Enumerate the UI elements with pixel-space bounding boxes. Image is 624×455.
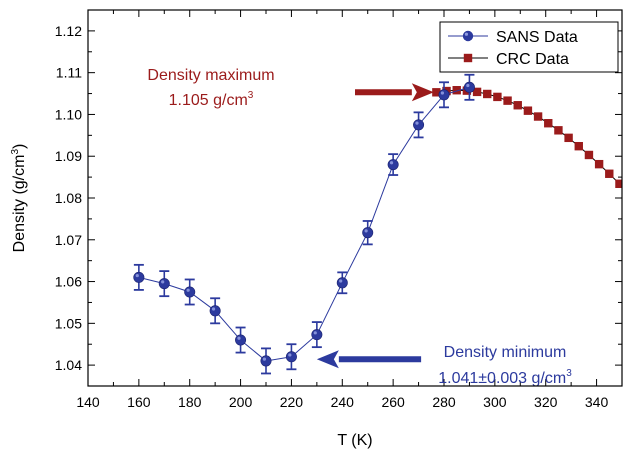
legend-box xyxy=(439,21,619,73)
point-highlight xyxy=(364,229,368,233)
y-tick-label: 1.05 xyxy=(55,315,82,331)
annotation-min: Density minimum 1.041±0.003 g/cm3 xyxy=(316,344,572,387)
annotation-max: Density maximum 1.105 g/cm3 xyxy=(147,67,434,109)
data-point xyxy=(413,119,425,131)
data-point xyxy=(574,141,583,151)
x-tick-label: 200 xyxy=(229,394,253,410)
annotation-value: 1.041±0.003 g/cm3 xyxy=(438,368,572,387)
data-point xyxy=(432,88,441,97)
point-highlight xyxy=(466,83,470,88)
data-point xyxy=(493,92,502,102)
data-point xyxy=(209,305,221,317)
point-highlight xyxy=(415,121,419,125)
x-tick-label: 340 xyxy=(585,394,609,410)
x-axis-label: T (K) xyxy=(337,432,372,449)
point-highlight xyxy=(211,307,216,311)
point-highlight xyxy=(288,353,292,357)
crc-data-series xyxy=(432,86,622,188)
legend-marker xyxy=(463,53,473,63)
data-point xyxy=(285,351,297,363)
y-tick-label: 1.06 xyxy=(55,274,82,290)
point-highlight xyxy=(237,336,241,340)
data-point xyxy=(387,159,399,171)
x-tick-label: 180 xyxy=(178,394,202,410)
data-point xyxy=(615,179,622,188)
annotation-title: Density minimum xyxy=(444,344,567,361)
data-point xyxy=(184,286,196,298)
annotation-arrow-head xyxy=(316,350,339,369)
plot-frame xyxy=(87,9,623,387)
data-point xyxy=(472,87,482,97)
legend-label: CRC Data xyxy=(496,51,569,68)
legend-entry: SANS Data xyxy=(448,29,578,46)
point-highlight xyxy=(440,91,444,95)
data-point xyxy=(463,81,475,93)
ticks-layer: 140 160 180 200 220 240 260 280 300 320 340 1.04 1.0… xyxy=(55,10,622,410)
legend-entry: CRC Data xyxy=(448,51,569,68)
data-point xyxy=(311,329,323,341)
legend-marker-highlight xyxy=(464,32,468,36)
point-highlight xyxy=(262,357,266,361)
point-highlight xyxy=(186,288,190,292)
x-tick-label: 300 xyxy=(483,394,507,410)
data-point xyxy=(554,126,563,135)
data-point xyxy=(503,96,512,105)
y-tick-label: 1.11 xyxy=(56,65,82,81)
data-point xyxy=(362,227,374,239)
annotation-layer: Density maximum 1.105 g/cm3 Density minimu… xyxy=(147,67,572,387)
y-axis-label: Density (g/cm3) xyxy=(10,144,28,253)
annotation-title: Density maximum xyxy=(147,67,274,84)
data-point xyxy=(605,169,614,178)
x-tick-label: 280 xyxy=(432,394,456,410)
data-point xyxy=(564,133,573,143)
y-tick-label: 1.12 xyxy=(55,23,82,39)
point-highlight xyxy=(135,273,139,278)
data-point xyxy=(483,89,492,99)
point-highlight xyxy=(161,280,165,284)
data-point xyxy=(133,271,145,283)
sans-data-series xyxy=(133,73,475,375)
x-tick-label: 320 xyxy=(534,394,558,410)
data-point xyxy=(544,119,553,128)
legend-marker xyxy=(462,30,474,42)
legend-label: SANS Data xyxy=(496,29,578,46)
y-tick-label: 1.09 xyxy=(55,148,82,164)
data-point xyxy=(452,86,461,95)
point-highlight xyxy=(389,161,394,165)
data-point xyxy=(533,112,543,121)
x-tick-label: 140 xyxy=(76,394,100,410)
data-point xyxy=(513,101,522,110)
x-tick-label: 260 xyxy=(381,394,405,410)
data-point xyxy=(336,277,348,289)
data-point xyxy=(523,106,533,115)
point-highlight xyxy=(313,331,317,335)
annotation-arrow-head xyxy=(411,83,434,102)
y-tick-label: 1.04 xyxy=(55,357,82,373)
x-tick-label: 220 xyxy=(280,394,304,410)
legend: SANS Data CRC Data xyxy=(439,21,619,73)
annotation-value: 1.105 g/cm3 xyxy=(169,90,254,109)
data-point xyxy=(438,89,450,101)
data-point xyxy=(235,334,247,346)
point-highlight xyxy=(339,279,343,283)
data-point xyxy=(594,159,604,169)
data-point xyxy=(260,355,272,367)
y-tick-label: 1.08 xyxy=(55,190,82,206)
series-line xyxy=(436,89,620,185)
y-tick-label: 1.07 xyxy=(55,232,82,248)
data-point xyxy=(584,150,594,160)
x-tick-label: 160 xyxy=(127,394,151,410)
data-point xyxy=(158,278,170,290)
x-tick-label: 240 xyxy=(331,394,355,410)
series-layer xyxy=(133,73,622,375)
y-tick-label: 1.10 xyxy=(55,106,82,122)
